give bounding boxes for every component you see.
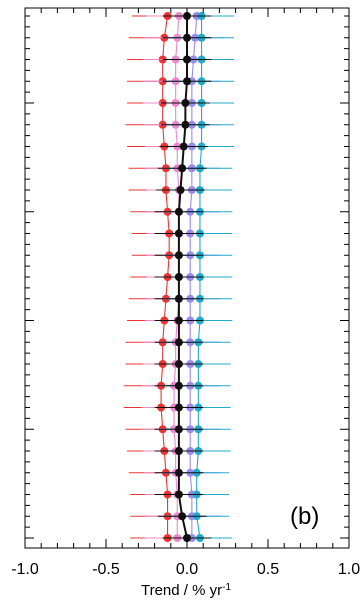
x-tick-label: 0.5: [257, 561, 279, 578]
data-point: [174, 229, 183, 238]
series-4: [154, 12, 212, 542]
plot-content: [123, 12, 234, 542]
x-tick-label: 1.0: [338, 561, 360, 578]
data-point: [183, 55, 191, 64]
data-point: [174, 338, 183, 347]
data-point: [174, 273, 183, 281]
data-point: [176, 186, 185, 194]
data-point: [178, 512, 187, 521]
x-axis-title-text: Trend / % yr: [141, 582, 222, 599]
data-point: [183, 534, 191, 542]
data-point: [174, 468, 183, 477]
panel-label: (b): [290, 503, 319, 530]
data-point: [174, 447, 183, 455]
plot-frame: [24, 7, 350, 549]
data-point: [174, 425, 183, 434]
x-axis-title: Trend / % yr-1: [141, 582, 231, 600]
data-point: [174, 490, 183, 499]
x-tick-labels: -1.0 -0.5 0.0 0.5 1.0: [11, 561, 360, 578]
data-point: [174, 381, 183, 390]
axis-ticks: [24, 8, 350, 548]
data-point: [179, 142, 188, 151]
data-point: [174, 294, 183, 303]
data-point: [174, 316, 183, 325]
data-point: [181, 120, 190, 129]
data-point: [174, 360, 183, 368]
x-tick-label: -1.0: [11, 561, 39, 578]
data-point: [174, 251, 183, 260]
data-point: [178, 164, 187, 173]
x-tick-label: 0.0: [176, 561, 198, 578]
data-point: [183, 33, 191, 42]
data-point: [174, 403, 183, 412]
x-tick-label: -0.5: [92, 561, 120, 578]
data-point: [174, 207, 183, 216]
x-axis-title-exponent: -1: [222, 582, 231, 593]
data-point: [181, 99, 190, 107]
data-point: [183, 77, 191, 86]
